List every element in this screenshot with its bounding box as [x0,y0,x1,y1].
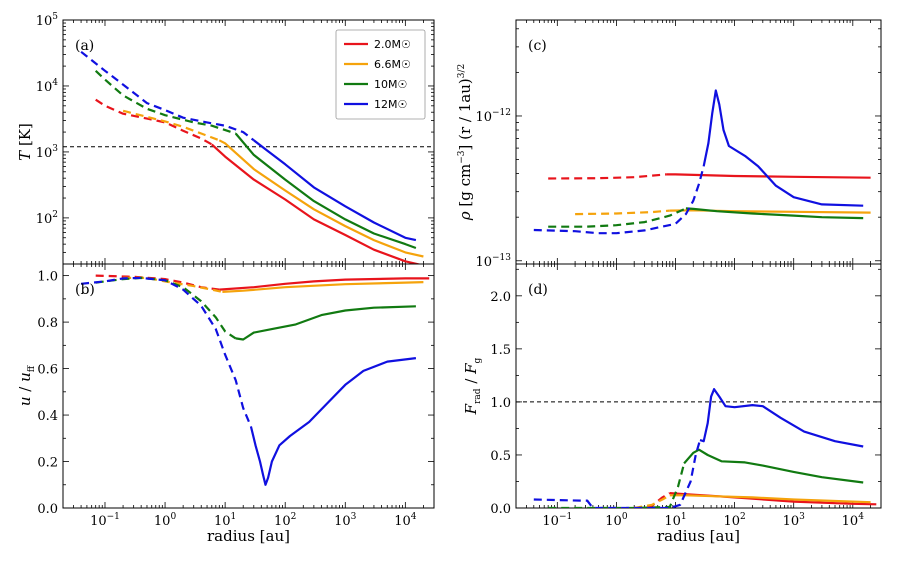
series-2.0m-solid [666,173,871,179]
y-axis-title: T [K] [16,123,34,161]
series-6.6m-solid [222,281,424,293]
legend-label: 2.0M☉ [374,38,411,51]
y-tick-label: 2.0 [490,290,511,305]
series-group [80,274,430,486]
x-tick-label: 100 [154,512,177,529]
panel-b: 10−1 100 101 102 103 104 0.0 0.2 0.4 0.6 0.8 1.0 (b)… [16,263,435,545]
panel-label: (a) [75,38,94,54]
series-2.0m-solid [211,143,422,264]
series-6.6m-dashed [575,209,670,216]
y-tick-label: 0.6 [37,363,58,378]
panel-d: 10−1 100 101 102 103 104 0.0 0.5 1.0 1.5 2.0 (d) Fra… [462,263,882,545]
y-tick-label: 0.2 [37,456,58,471]
series-12m-dashed [533,439,702,508]
axes-frame [62,263,435,509]
y-tick-label: 0.0 [37,502,58,517]
x-tick-label: 103 [334,512,357,529]
series-group [533,89,871,235]
series-6.6m-solid [669,494,871,504]
x-tick-label: 104 [394,512,417,529]
panel-label: (b) [75,282,95,298]
x-tick-label: 103 [783,512,806,529]
series-6.6m-solid [669,209,871,214]
y-axis-title: Frad / Fg [462,357,483,415]
legend-label: 12M☉ [374,98,407,111]
series-6.6m-dashed [123,276,223,293]
x-tick-label: 101 [214,512,236,529]
y-axis-title: u / uff [16,365,37,406]
y-tick-label: 104 [36,78,59,95]
x-tick-label: 102 [274,512,296,529]
series-12m-solid [249,357,417,486]
y-tick-label: 1.0 [490,396,511,411]
panel-c: 10−13 10−12 (c) ρ [g cm−3] (r / 1au)3/2 [456,19,882,270]
y-axis-title: ρ [g cm−3] (r / 1au)3/2 [456,64,474,221]
panel-label: (c) [528,38,547,54]
x-tick-label: 102 [723,512,745,529]
y-tick-label: 1.5 [490,343,511,358]
series-12m-dashed [80,276,253,428]
axes-frame [515,19,882,265]
x-axis-title: radius [au] [207,527,290,545]
series-6.6m-dashed [122,109,220,142]
series-10m-dashed [548,207,687,228]
x-tick-label: 100 [605,512,628,529]
y-tick-label: 10−12 [475,108,511,125]
series-2.0m-dashed [548,173,667,180]
axes-frame [515,263,882,509]
legend-label: 6.6M☉ [374,58,411,71]
y-tick-label: 102 [36,210,58,227]
y-tick-label: 105 [36,12,59,29]
series-12m-solid [702,89,864,207]
series-group [80,50,424,264]
series-10m-solid [683,448,864,484]
y-tick-label: 0.5 [490,449,511,464]
legend: 2.0M☉ 6.6M☉ 10M☉ 12M☉ [335,29,426,120]
series-12m-dashed [80,50,255,142]
series-12m-dashed [533,165,705,235]
series-10m-dashed [95,276,237,340]
y-tick-label: 103 [36,144,59,161]
y-tick-label: 1.0 [37,270,58,285]
x-tick-label: 104 [842,512,865,529]
series-10m-solid [685,207,864,220]
legend-frame [335,29,426,120]
series-12m-solid [253,139,417,242]
panel-label: (d) [528,282,548,298]
series-12m-solid [699,388,864,448]
y-tick-label: 10−13 [475,253,511,270]
series-10m-solid [234,132,417,250]
series-6.6m-solid [218,139,424,258]
y-tick-label: 0.8 [37,316,58,331]
y-tick-label: 0.4 [37,409,58,424]
x-tick-label: 10−1 [90,512,120,529]
x-tick-label: 101 [664,512,686,529]
legend-label: 10M☉ [374,78,407,91]
series-2.0m-dashed [95,98,213,146]
series-10m-dashed [94,70,237,135]
series-10m-dashed [548,463,686,508]
panel-a: 102 103 104 105 (a) T [K] [16,12,435,265]
y-tick-label: 0.0 [490,502,511,517]
series-group [533,388,877,508]
series-10m-solid [235,305,416,341]
series-2.0m-solid [219,277,430,291]
x-axis-title: radius [au] [657,527,740,545]
x-tick-label: 10−1 [542,512,572,529]
